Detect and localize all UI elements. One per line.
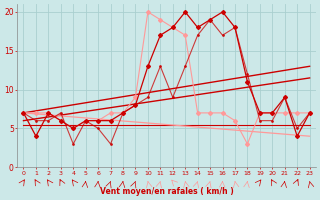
X-axis label: Vent moyen/en rafales ( km/h ): Vent moyen/en rafales ( km/h )	[100, 187, 233, 196]
